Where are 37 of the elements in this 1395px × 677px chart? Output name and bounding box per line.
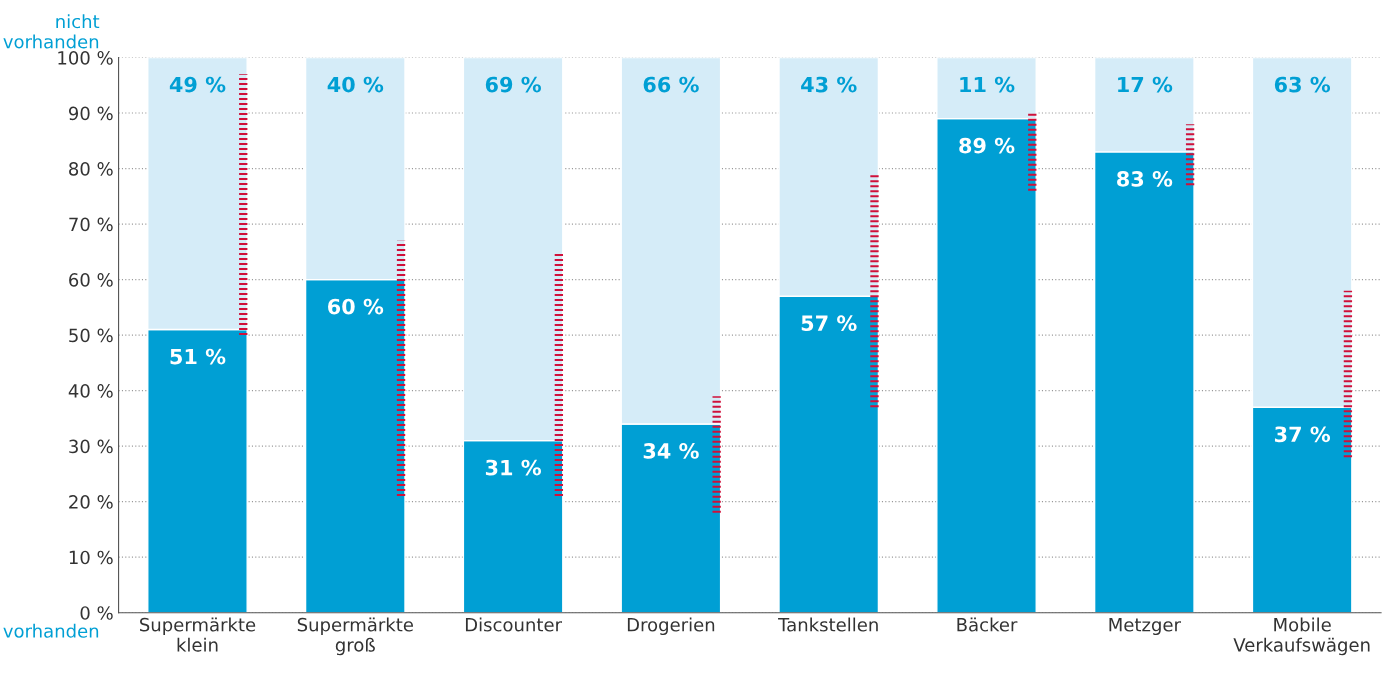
- data-label: 43 %: [801, 76, 857, 93]
- data-label: 49 %: [169, 76, 226, 93]
- data-label: 63 %: [1274, 76, 1331, 93]
- data-label: 51 %: [170, 348, 226, 365]
- y-tick-label: 80 %: [69, 162, 113, 176]
- y-tick-label: 30 %: [69, 439, 113, 454]
- x-tick-label: Supermärkte klein: [140, 617, 256, 652]
- x-tick-label: Metzger: [1109, 618, 1181, 636]
- data-label: 89 %: [959, 137, 1015, 154]
- x-tick-label: Tankstellen: [778, 617, 878, 632]
- text: nicht vorhanden: [3, 14, 100, 49]
- data-label: 17 %: [1118, 76, 1173, 93]
- y-tick-label: 10 %: [69, 550, 113, 565]
- y-tick-label: 90 %: [68, 106, 113, 121]
- x-tick-label: Supermärkte groß: [297, 617, 413, 656]
- y-tick-label: 0 %: [80, 606, 113, 620]
- x-tick-label: Mobile Verkaufswägen: [1233, 617, 1370, 656]
- data-label: 57 %: [801, 315, 857, 332]
- y-tick-label: 100 %: [58, 51, 113, 65]
- data-label: 31 %: [485, 459, 541, 476]
- data-label: 34 %: [643, 443, 699, 459]
- y-tick-label: 60 %: [69, 273, 113, 287]
- data-label: 37 %: [1274, 426, 1331, 443]
- data-label: 66 %: [643, 76, 699, 93]
- x-tick-label: Discounter: [465, 617, 562, 632]
- x-tick-label: Drogerien: [627, 617, 715, 636]
- y-tick-label: 50 %: [69, 328, 113, 343]
- data-label: 83 %: [1117, 171, 1173, 187]
- data-label: 11 %: [960, 76, 1015, 93]
- y-tick-label: 20 %: [69, 495, 113, 509]
- data-label: 40 %: [327, 76, 384, 93]
- data-label: 60 %: [328, 298, 384, 315]
- y-tick-label: 70 %: [69, 217, 113, 232]
- y-tick-label: 40 %: [68, 384, 113, 398]
- text: vorhanden: [3, 623, 99, 638]
- data-label: 69 %: [485, 76, 541, 93]
- x-tick-label: Bäcker: [957, 617, 1018, 632]
